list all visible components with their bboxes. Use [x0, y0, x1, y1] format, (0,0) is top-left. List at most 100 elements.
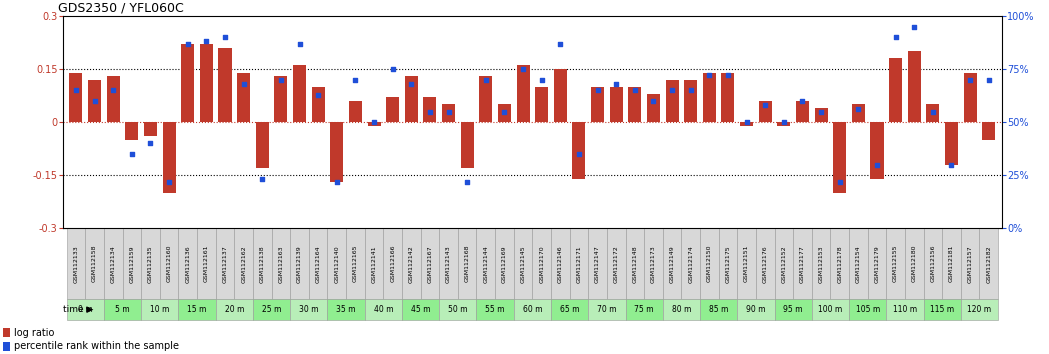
- Text: 45 m: 45 m: [411, 305, 430, 314]
- Bar: [479, 76, 492, 122]
- Bar: [514, 228, 532, 299]
- Bar: [532, 228, 551, 299]
- Bar: [703, 73, 715, 122]
- Bar: [833, 122, 847, 193]
- Point: [124, 151, 141, 157]
- Point: [273, 77, 290, 82]
- Text: GSM112148: GSM112148: [633, 245, 638, 282]
- Text: GSM112150: GSM112150: [707, 245, 712, 282]
- Bar: [159, 228, 178, 299]
- Bar: [386, 97, 400, 122]
- Bar: [104, 228, 123, 299]
- Text: GSM112151: GSM112151: [744, 245, 749, 282]
- Point: [254, 177, 271, 182]
- Text: GSM112146: GSM112146: [558, 245, 563, 282]
- Bar: [346, 228, 365, 299]
- Text: 95 m: 95 m: [784, 305, 802, 314]
- Text: GSM112170: GSM112170: [539, 245, 544, 282]
- Bar: [457, 228, 476, 299]
- Text: 85 m: 85 m: [709, 305, 728, 314]
- Bar: [365, 299, 402, 320]
- Point: [962, 77, 979, 82]
- Text: GSM112135: GSM112135: [148, 245, 153, 282]
- Point: [607, 81, 624, 87]
- Bar: [758, 101, 772, 122]
- Bar: [849, 299, 886, 320]
- Bar: [554, 69, 566, 122]
- Bar: [741, 122, 753, 126]
- Bar: [700, 299, 737, 320]
- Bar: [107, 76, 120, 122]
- Point: [67, 87, 84, 93]
- Point: [887, 34, 904, 40]
- Bar: [365, 228, 383, 299]
- Bar: [216, 228, 234, 299]
- Point: [738, 119, 755, 125]
- Bar: [774, 299, 812, 320]
- Point: [832, 179, 849, 184]
- Text: GSM112156: GSM112156: [930, 245, 936, 282]
- Text: 0 m: 0 m: [78, 305, 92, 314]
- Text: 110 m: 110 m: [893, 305, 917, 314]
- Text: GSM112154: GSM112154: [856, 245, 861, 282]
- Point: [458, 179, 475, 184]
- Text: GSM112175: GSM112175: [726, 245, 730, 282]
- Text: GDS2350 / YFL060C: GDS2350 / YFL060C: [59, 2, 184, 15]
- Bar: [607, 228, 625, 299]
- Text: GSM112133: GSM112133: [73, 245, 79, 282]
- Bar: [551, 228, 570, 299]
- Point: [869, 162, 885, 167]
- Bar: [719, 228, 737, 299]
- Text: 40 m: 40 m: [373, 305, 393, 314]
- Point: [86, 98, 103, 104]
- Bar: [516, 65, 530, 122]
- Bar: [330, 122, 343, 182]
- Text: GSM112168: GSM112168: [465, 245, 470, 282]
- Bar: [327, 299, 365, 320]
- Bar: [628, 87, 641, 122]
- Bar: [88, 80, 101, 122]
- Text: 20 m: 20 m: [224, 305, 244, 314]
- Text: GSM112153: GSM112153: [818, 245, 823, 282]
- Point: [571, 151, 587, 157]
- Bar: [125, 122, 138, 140]
- Bar: [349, 101, 362, 122]
- Point: [515, 66, 532, 72]
- Bar: [495, 228, 514, 299]
- Bar: [737, 299, 774, 320]
- Text: 15 m: 15 m: [188, 305, 207, 314]
- Bar: [67, 299, 104, 320]
- Bar: [831, 228, 849, 299]
- Bar: [104, 299, 142, 320]
- Text: GSM112181: GSM112181: [949, 245, 954, 282]
- Point: [179, 41, 196, 46]
- Text: GSM112141: GSM112141: [371, 245, 377, 282]
- Text: GSM112147: GSM112147: [595, 245, 600, 282]
- Bar: [200, 44, 213, 122]
- Bar: [123, 228, 142, 299]
- Bar: [440, 299, 476, 320]
- Bar: [476, 228, 495, 299]
- Bar: [275, 76, 287, 122]
- Point: [235, 81, 252, 87]
- Point: [664, 87, 681, 93]
- Bar: [327, 228, 346, 299]
- Text: GSM112173: GSM112173: [651, 245, 656, 282]
- Bar: [461, 122, 474, 168]
- Bar: [312, 87, 324, 122]
- Bar: [551, 299, 588, 320]
- Text: GSM112157: GSM112157: [967, 245, 972, 282]
- Bar: [625, 299, 663, 320]
- Text: GSM112159: GSM112159: [129, 245, 134, 282]
- Text: time ▶: time ▶: [63, 305, 93, 314]
- Bar: [777, 122, 790, 126]
- Text: GSM112134: GSM112134: [111, 245, 115, 282]
- Point: [813, 109, 830, 114]
- Bar: [907, 51, 921, 122]
- Bar: [308, 228, 327, 299]
- Text: 120 m: 120 m: [967, 305, 991, 314]
- Bar: [234, 228, 253, 299]
- Text: 35 m: 35 m: [337, 305, 356, 314]
- Point: [441, 109, 457, 114]
- Point: [682, 87, 699, 93]
